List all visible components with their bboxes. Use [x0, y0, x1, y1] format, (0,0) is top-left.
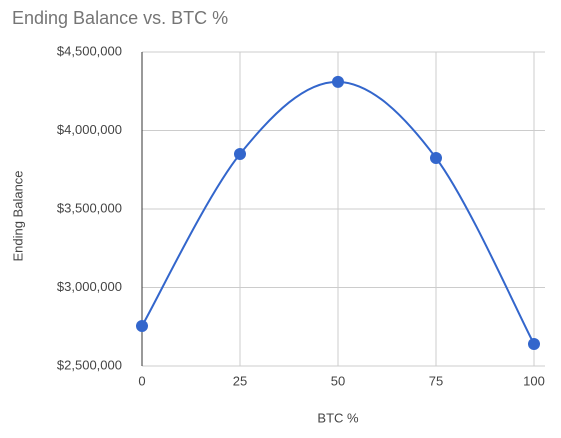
y-tick-label: $2,500,000: [57, 357, 122, 372]
x-tick-label: 25: [233, 373, 247, 388]
point: [234, 148, 246, 161]
chart-title: Ending Balance vs. BTC %: [12, 8, 228, 28]
y-tick-label: $3,500,000: [57, 200, 122, 215]
point: [332, 75, 344, 88]
y-tick-label: $3,000,000: [57, 279, 122, 294]
point: [136, 319, 148, 332]
point: [528, 338, 540, 351]
x-tick-label: 75: [429, 373, 443, 388]
x-tick-label: 50: [331, 373, 345, 388]
x-tick-label: 0: [138, 373, 145, 388]
y-tick-label: $4,500,000: [57, 43, 122, 58]
x-axis-label: BTC %: [317, 410, 359, 425]
y-axis-label: Ending Balance: [10, 170, 25, 261]
y-tick-label: $4,000,000: [57, 122, 122, 137]
x-tick-label: 100: [523, 373, 545, 388]
point: [430, 151, 442, 164]
